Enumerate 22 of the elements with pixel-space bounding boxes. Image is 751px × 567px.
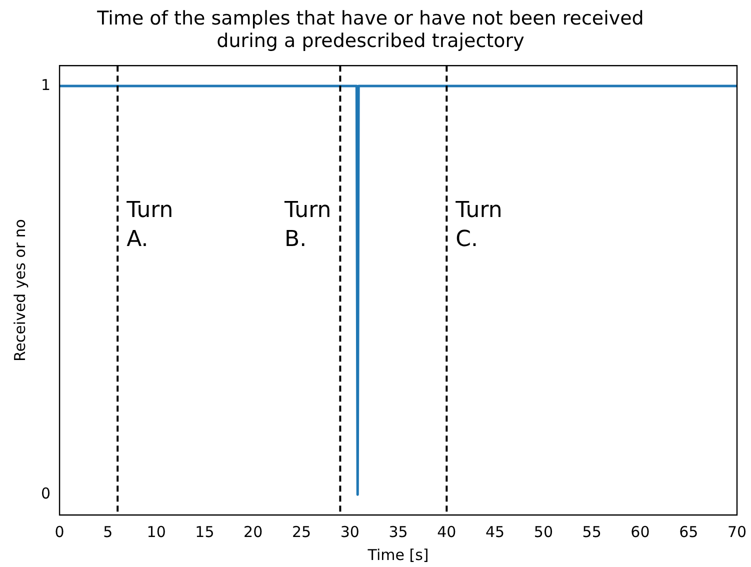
ref-line-label: Turn A. (126, 198, 174, 252)
x-tick-label: 40 (437, 522, 456, 541)
x-tick-label: 65 (679, 522, 698, 541)
x-tick-label: 55 (582, 522, 602, 541)
y-axis-title: Received yes or no (10, 219, 29, 362)
x-tick-label: 25 (292, 522, 312, 541)
chart-title: Time of the samples that have or have not been received during a predescribed trajectory (96, 7, 644, 52)
y-tick-label: 1 (40, 76, 51, 94)
x-tick-label: 0 (54, 522, 64, 541)
ref-line-label: Turn B. (284, 198, 332, 252)
x-tick-label: 5 (103, 522, 113, 541)
x-tick-label: 15 (195, 522, 214, 541)
x-tick-label: 45 (486, 522, 505, 541)
x-tick-label: 35 (388, 522, 408, 541)
x-tick-label: 30 (340, 522, 360, 541)
ref-line-label: Turn C. (454, 198, 502, 252)
x-axis-title: Time [s] (366, 546, 429, 564)
x-tick-label: 70 (727, 522, 747, 541)
x-tick-label: 60 (630, 522, 650, 541)
x-tick-label: 20 (244, 522, 263, 541)
x-tick-label: 50 (534, 522, 553, 541)
x-tick-label: 10 (146, 522, 166, 541)
